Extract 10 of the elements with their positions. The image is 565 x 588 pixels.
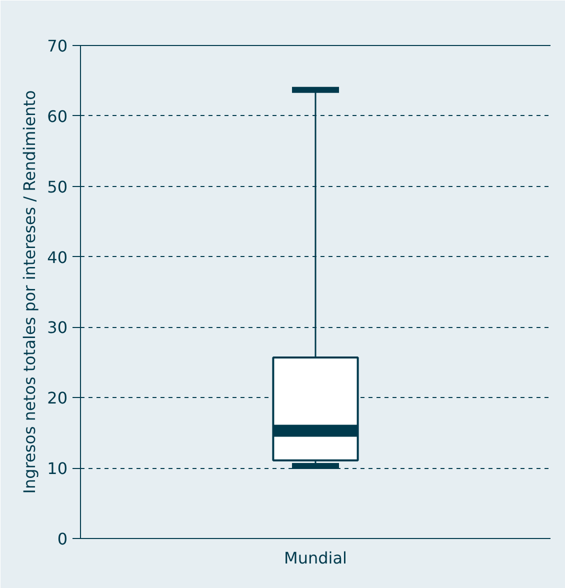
y-axis-title: Ingresos netos totales por intereses / Rendimiento [20,90,40,494]
y-tick-label: 70 [47,36,68,56]
y-tick-label: 40 [47,248,68,267]
y-tick-label: 20 [47,388,68,408]
x-tick-label: Mundial [284,548,347,568]
y-tick-label: 30 [47,318,68,338]
y-tick-label: 10 [47,459,68,478]
y-tick-label: 50 [47,177,68,196]
y-tick-label: 60 [47,106,68,126]
y-tick-label: 0 [57,530,68,548]
